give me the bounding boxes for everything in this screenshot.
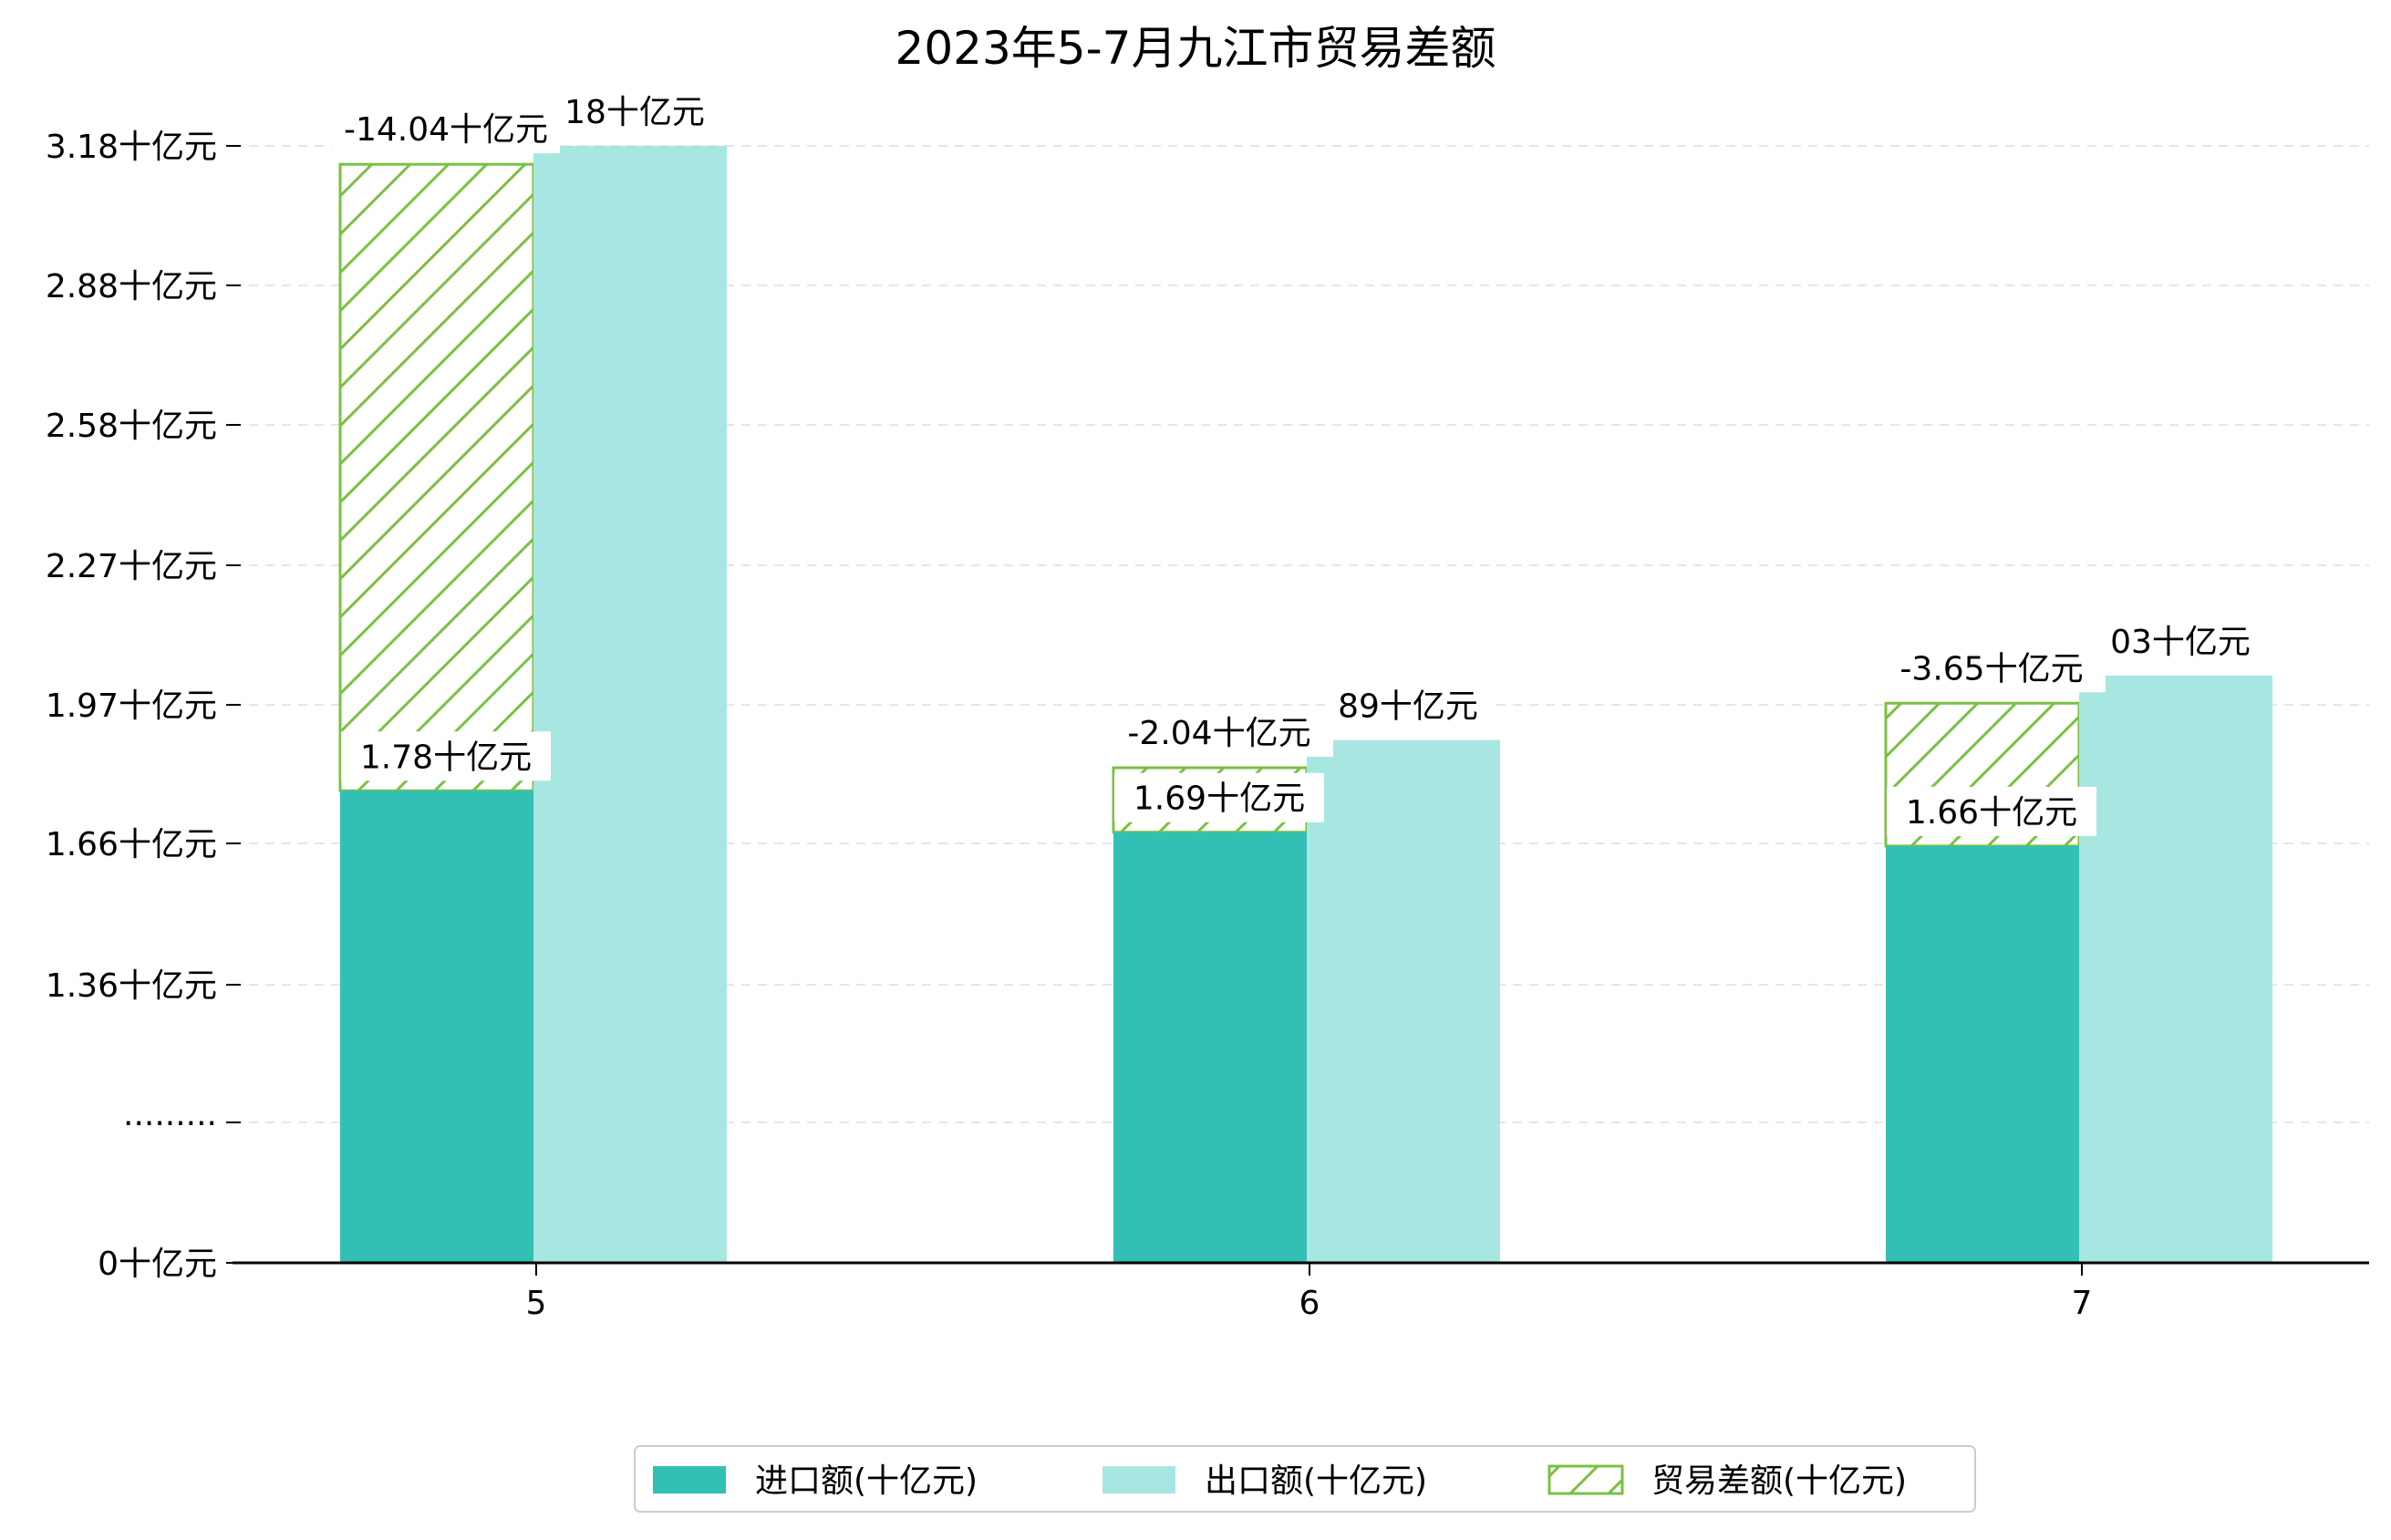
data-label-trade-diff: -3.65十亿元: [1899, 650, 2083, 687]
y-tick-label: 0十亿元: [98, 1245, 217, 1283]
data-label-export-box: [2098, 615, 2262, 666]
legend-swatch-trade-diff: [1547, 1464, 1624, 1495]
y-tick-label: 1.66十亿元: [46, 826, 217, 863]
data-label-export: 89十亿元: [1338, 688, 1478, 726]
x-tick-label: 6: [1299, 1285, 1320, 1322]
axes-layer: 0十亿元 ········· 1.36十亿元 1.66十亿元 1.97十亿元 2.27十亿…: [46, 129, 2369, 1322]
data-label-trade-diff-box: [1878, 643, 2106, 693]
y-tick-label: 1.36十亿元: [46, 967, 217, 1005]
y-tick-label: 2.58十亿元: [46, 408, 217, 445]
x-tick-label: 7: [2072, 1285, 2093, 1322]
legend-label: 进口额(十亿元): [755, 1462, 978, 1500]
chart-title: 2023年5-7月九江市贸易差额: [895, 22, 1496, 75]
data-label-import-box: [1887, 786, 2096, 836]
x-tick-label: 5: [526, 1285, 547, 1322]
legend-swatch-export: [1102, 1466, 1175, 1493]
data-label-export-box: [1326, 680, 1490, 730]
data-label-export: 18十亿元: [564, 94, 705, 131]
data-label-trade-diff-box: [332, 104, 560, 154]
legend-label: 出口额(十亿元): [1205, 1462, 1427, 1500]
data-label-trade-diff: -2.04十亿元: [1127, 715, 1310, 752]
data-label-trade-diff: -14.04十亿元: [344, 111, 548, 149]
legend-frame: [634, 1445, 1976, 1513]
bar-import: [1113, 832, 1307, 1263]
data-label-export-box: [553, 87, 717, 136]
y-tick-label: 3.18十亿元: [46, 129, 217, 166]
bar-export: [2079, 675, 2272, 1263]
labels-layer: 1.78十亿元 18十亿元 -14.04十亿元 1.69十亿元 89十亿元 -2.04十亿…: [332, 87, 2262, 836]
bar-import: [1886, 845, 2079, 1263]
data-label-import: 1.69十亿元: [1133, 780, 1305, 818]
y-tick-label: 2.27十亿元: [46, 548, 217, 585]
y-tick-label: 2.88十亿元: [46, 268, 217, 305]
data-label-import-box: [1114, 772, 1324, 822]
data-label-import: 1.66十亿元: [1906, 794, 2077, 832]
data-label-trade-diff-box: [1105, 708, 1333, 758]
legend: 进口额(十亿元) 出口额(十亿元) 贸易差额(十亿元): [634, 1445, 1976, 1513]
bar-export: [533, 146, 727, 1263]
data-label-export: 03十亿元: [2110, 624, 2251, 661]
bar-import: [340, 791, 533, 1263]
data-label-import: 1.78十亿元: [360, 739, 532, 776]
y-tick-label: ·········: [123, 1105, 217, 1142]
y-tick-label: 1.97十亿元: [46, 687, 217, 725]
legend-label: 贸易差额(十亿元): [1651, 1462, 1907, 1500]
bar-trade-diff: [338, 162, 535, 792]
data-label-import-box: [341, 731, 551, 781]
bar-export: [1307, 739, 1500, 1263]
legend-swatch-import: [653, 1466, 726, 1493]
